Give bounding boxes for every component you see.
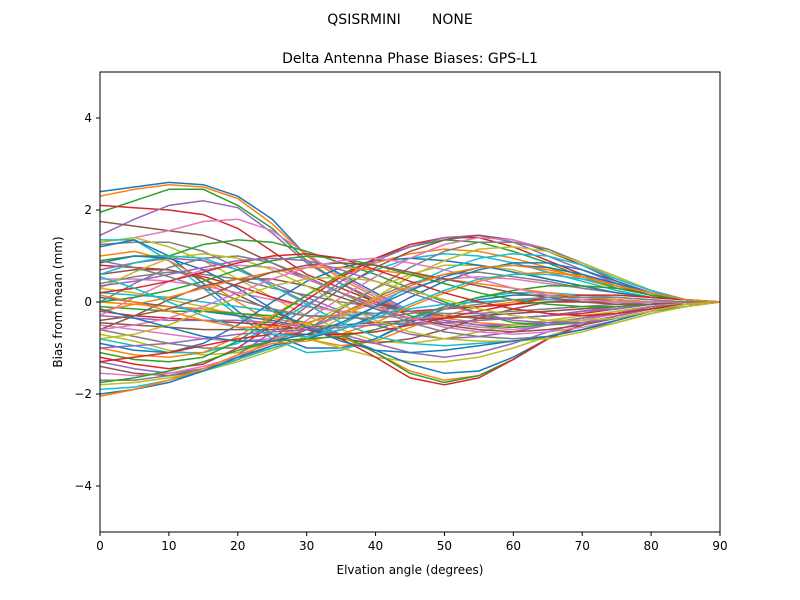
series-line [100,294,720,363]
y-axis-label: Bias from mean (mm) [51,236,65,367]
x-tick-label: 80 [643,539,658,553]
x-tick-label: 0 [96,539,104,553]
x-axis: 0 10 20 30 40 50 60 70 80 90 [96,532,728,553]
series-line [100,264,720,329]
x-tick-label: 90 [712,539,727,553]
y-tick-label: −4 [74,479,92,493]
series-line [100,259,720,319]
y-tick-label: 0 [84,295,92,309]
chart-suptitle: QSISRMINI NONE [327,12,472,28]
series-line [100,255,720,354]
x-tick-label: 10 [161,539,176,553]
series-line [100,262,720,322]
y-axis: −4 −2 0 2 4 [74,111,100,493]
series-line [100,255,720,308]
series-line [100,257,720,331]
chart-title: Delta Antenna Phase Biases: GPS-L1 [282,51,538,67]
x-tick-label: 40 [368,539,383,553]
x-tick-label: 60 [506,539,521,553]
x-axis-label: Elvation angle (degrees) [337,563,484,577]
series-line [100,264,720,342]
series-line [100,252,720,342]
x-tick-label: 20 [230,539,245,553]
y-tick-label: 4 [84,111,92,125]
series-line [100,262,720,395]
x-tick-label: 30 [299,539,314,553]
y-tick-label: −2 [74,387,92,401]
series-layer [100,181,720,398]
series-line [100,252,720,317]
x-tick-label: 50 [437,539,452,553]
y-tick-label: 2 [84,203,92,217]
x-tick-label: 70 [575,539,590,553]
